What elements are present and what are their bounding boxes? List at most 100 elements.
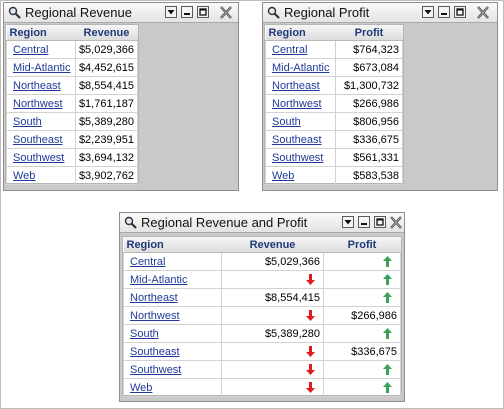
minimize-icon <box>184 13 190 15</box>
region-link-central[interactable]: Central <box>130 255 166 268</box>
revenue-table: Region Revenue Central $5,029,366 Mid-Atl… <box>5 24 139 185</box>
region-link-southwest[interactable]: Southwest <box>272 151 324 164</box>
table-row: Southeast $336,675 <box>123 342 401 361</box>
region-link-southeast[interactable]: Southeast <box>272 133 322 146</box>
table-row: Southeast $2,239,951 <box>6 130 139 149</box>
table-row: South $5,389,280 <box>123 324 401 343</box>
profit-indicator <box>323 324 401 343</box>
close-button[interactable] <box>476 5 490 20</box>
profit-value: $806,956 <box>335 112 403 131</box>
table-row: Mid-Atlantic <box>123 270 401 289</box>
region-link-southeast[interactable]: Southeast <box>130 345 180 358</box>
region-link-south[interactable]: South <box>130 327 159 340</box>
revenue-value: $4,452,615 <box>74 58 139 77</box>
region-link-northwest[interactable]: Northwest <box>13 97 63 110</box>
region-link-southwest[interactable]: Southwest <box>13 151 65 164</box>
region-link-mid-atlantic[interactable]: Mid-Atlantic <box>13 61 71 74</box>
panel-titlebar[interactable]: Regional Revenue and Profit <box>120 213 404 233</box>
column-header-revenue[interactable]: Revenue <box>221 237 324 253</box>
table-row: Southwest <box>123 360 401 379</box>
region-link-web[interactable]: Web <box>130 381 153 394</box>
region-link-web[interactable]: Web <box>13 169 36 182</box>
profit-value: $673,084 <box>335 58 403 77</box>
table-row: Northeast $1,300,732 <box>265 76 403 95</box>
column-header-profit[interactable]: Profit <box>335 25 403 41</box>
profit-indicator <box>323 360 401 379</box>
region-link-mid-atlantic[interactable]: Mid-Atlantic <box>272 61 330 74</box>
profit-indicator <box>323 252 401 271</box>
maximize-button[interactable] <box>197 6 209 18</box>
arrow-up-icon <box>383 274 392 286</box>
regional-revenue-panel: Regional Revenue Region Revenue Central $… <box>3 2 239 191</box>
region-link-south[interactable]: South <box>13 115 42 128</box>
column-header-revenue[interactable]: Revenue <box>75 25 138 41</box>
revenue-indicator <box>221 270 324 289</box>
region-link-mid-atlantic[interactable]: Mid-Atlantic <box>130 273 188 286</box>
dropdown-menu-button[interactable] <box>422 6 434 18</box>
region-link-web[interactable]: Web <box>272 169 295 182</box>
arrow-down-icon <box>306 274 315 286</box>
column-header-region[interactable]: Region <box>123 237 222 253</box>
table-row: Northwest $266,986 <box>123 306 401 325</box>
revenue-value: $8,554,415 <box>221 288 324 307</box>
region-link-southeast[interactable]: Southeast <box>13 133 63 146</box>
panel-title: Regional Revenue and Profit <box>141 215 308 230</box>
region-link-central[interactable]: Central <box>272 43 308 56</box>
arrow-up-icon <box>383 382 392 394</box>
revenue-indicator <box>221 342 324 361</box>
region-link-south[interactable]: South <box>272 115 301 128</box>
panel-titlebar[interactable]: Regional Revenue <box>4 3 238 23</box>
magnifier-icon <box>8 6 22 20</box>
close-button[interactable] <box>219 5 233 20</box>
maximize-button[interactable] <box>454 6 466 18</box>
dropdown-menu-button[interactable] <box>165 6 177 18</box>
table-row: Southwest $3,694,132 <box>6 148 139 167</box>
region-link-northwest[interactable]: Northwest <box>272 97 322 110</box>
region-link-southwest[interactable]: Southwest <box>130 363 182 376</box>
dropdown-icon <box>424 10 432 15</box>
close-icon <box>220 6 232 19</box>
table-row: South $806,956 <box>265 112 403 131</box>
maximize-button[interactable] <box>374 216 386 228</box>
table-row: Web $583,538 <box>265 166 403 185</box>
region-link-northwest[interactable]: Northwest <box>130 309 180 322</box>
table-row: Northeast $8,554,415 <box>123 288 401 307</box>
column-header-region[interactable]: Region <box>6 25 76 41</box>
region-link-central[interactable]: Central <box>13 43 49 56</box>
regional-revenue-profit-panel: Regional Revenue and Profit Region Reven… <box>119 212 405 402</box>
table-row: Central $5,029,366 <box>123 252 401 271</box>
table-row: Mid-Atlantic $4,452,615 <box>6 58 139 77</box>
panel-titlebar[interactable]: Regional Profit <box>263 3 497 23</box>
revenue-indicator <box>221 378 324 397</box>
revenue-value: $2,239,951 <box>74 130 139 149</box>
maximize-icon <box>456 8 464 16</box>
revenue-value: $5,029,366 <box>221 252 324 271</box>
table-row: Southeast $336,675 <box>265 130 403 149</box>
region-link-northeast[interactable]: Northeast <box>130 291 178 304</box>
table-row: Central $5,029,366 <box>6 40 139 59</box>
region-link-northeast[interactable]: Northeast <box>13 79 61 92</box>
profit-value: $583,538 <box>335 166 403 185</box>
region-link-northeast[interactable]: Northeast <box>272 79 320 92</box>
table-row: Web <box>123 378 401 397</box>
column-header-profit[interactable]: Profit <box>323 237 401 253</box>
revenue-value: $5,389,280 <box>221 324 324 343</box>
minimize-button[interactable] <box>358 216 370 228</box>
revenue-value: $3,694,132 <box>74 148 139 167</box>
arrow-up-icon <box>383 364 392 376</box>
revenue-value: $1,761,187 <box>74 94 139 113</box>
arrow-up-icon <box>383 292 392 304</box>
arrow-down-icon <box>306 364 315 376</box>
arrow-down-icon <box>306 346 315 358</box>
panel-title: Regional Profit <box>284 5 370 20</box>
dropdown-menu-button[interactable] <box>342 216 354 228</box>
minimize-button[interactable] <box>181 6 193 18</box>
minimize-button[interactable] <box>438 6 450 18</box>
column-header-region[interactable]: Region <box>265 25 336 41</box>
profit-indicator <box>323 270 401 289</box>
close-button[interactable] <box>389 215 403 230</box>
table-row: Southwest $561,331 <box>265 148 403 167</box>
close-icon <box>477 6 489 19</box>
revenue-value: $5,029,366 <box>74 40 139 59</box>
regional-profit-panel: Regional Profit Region Profit Central $76… <box>262 2 498 191</box>
